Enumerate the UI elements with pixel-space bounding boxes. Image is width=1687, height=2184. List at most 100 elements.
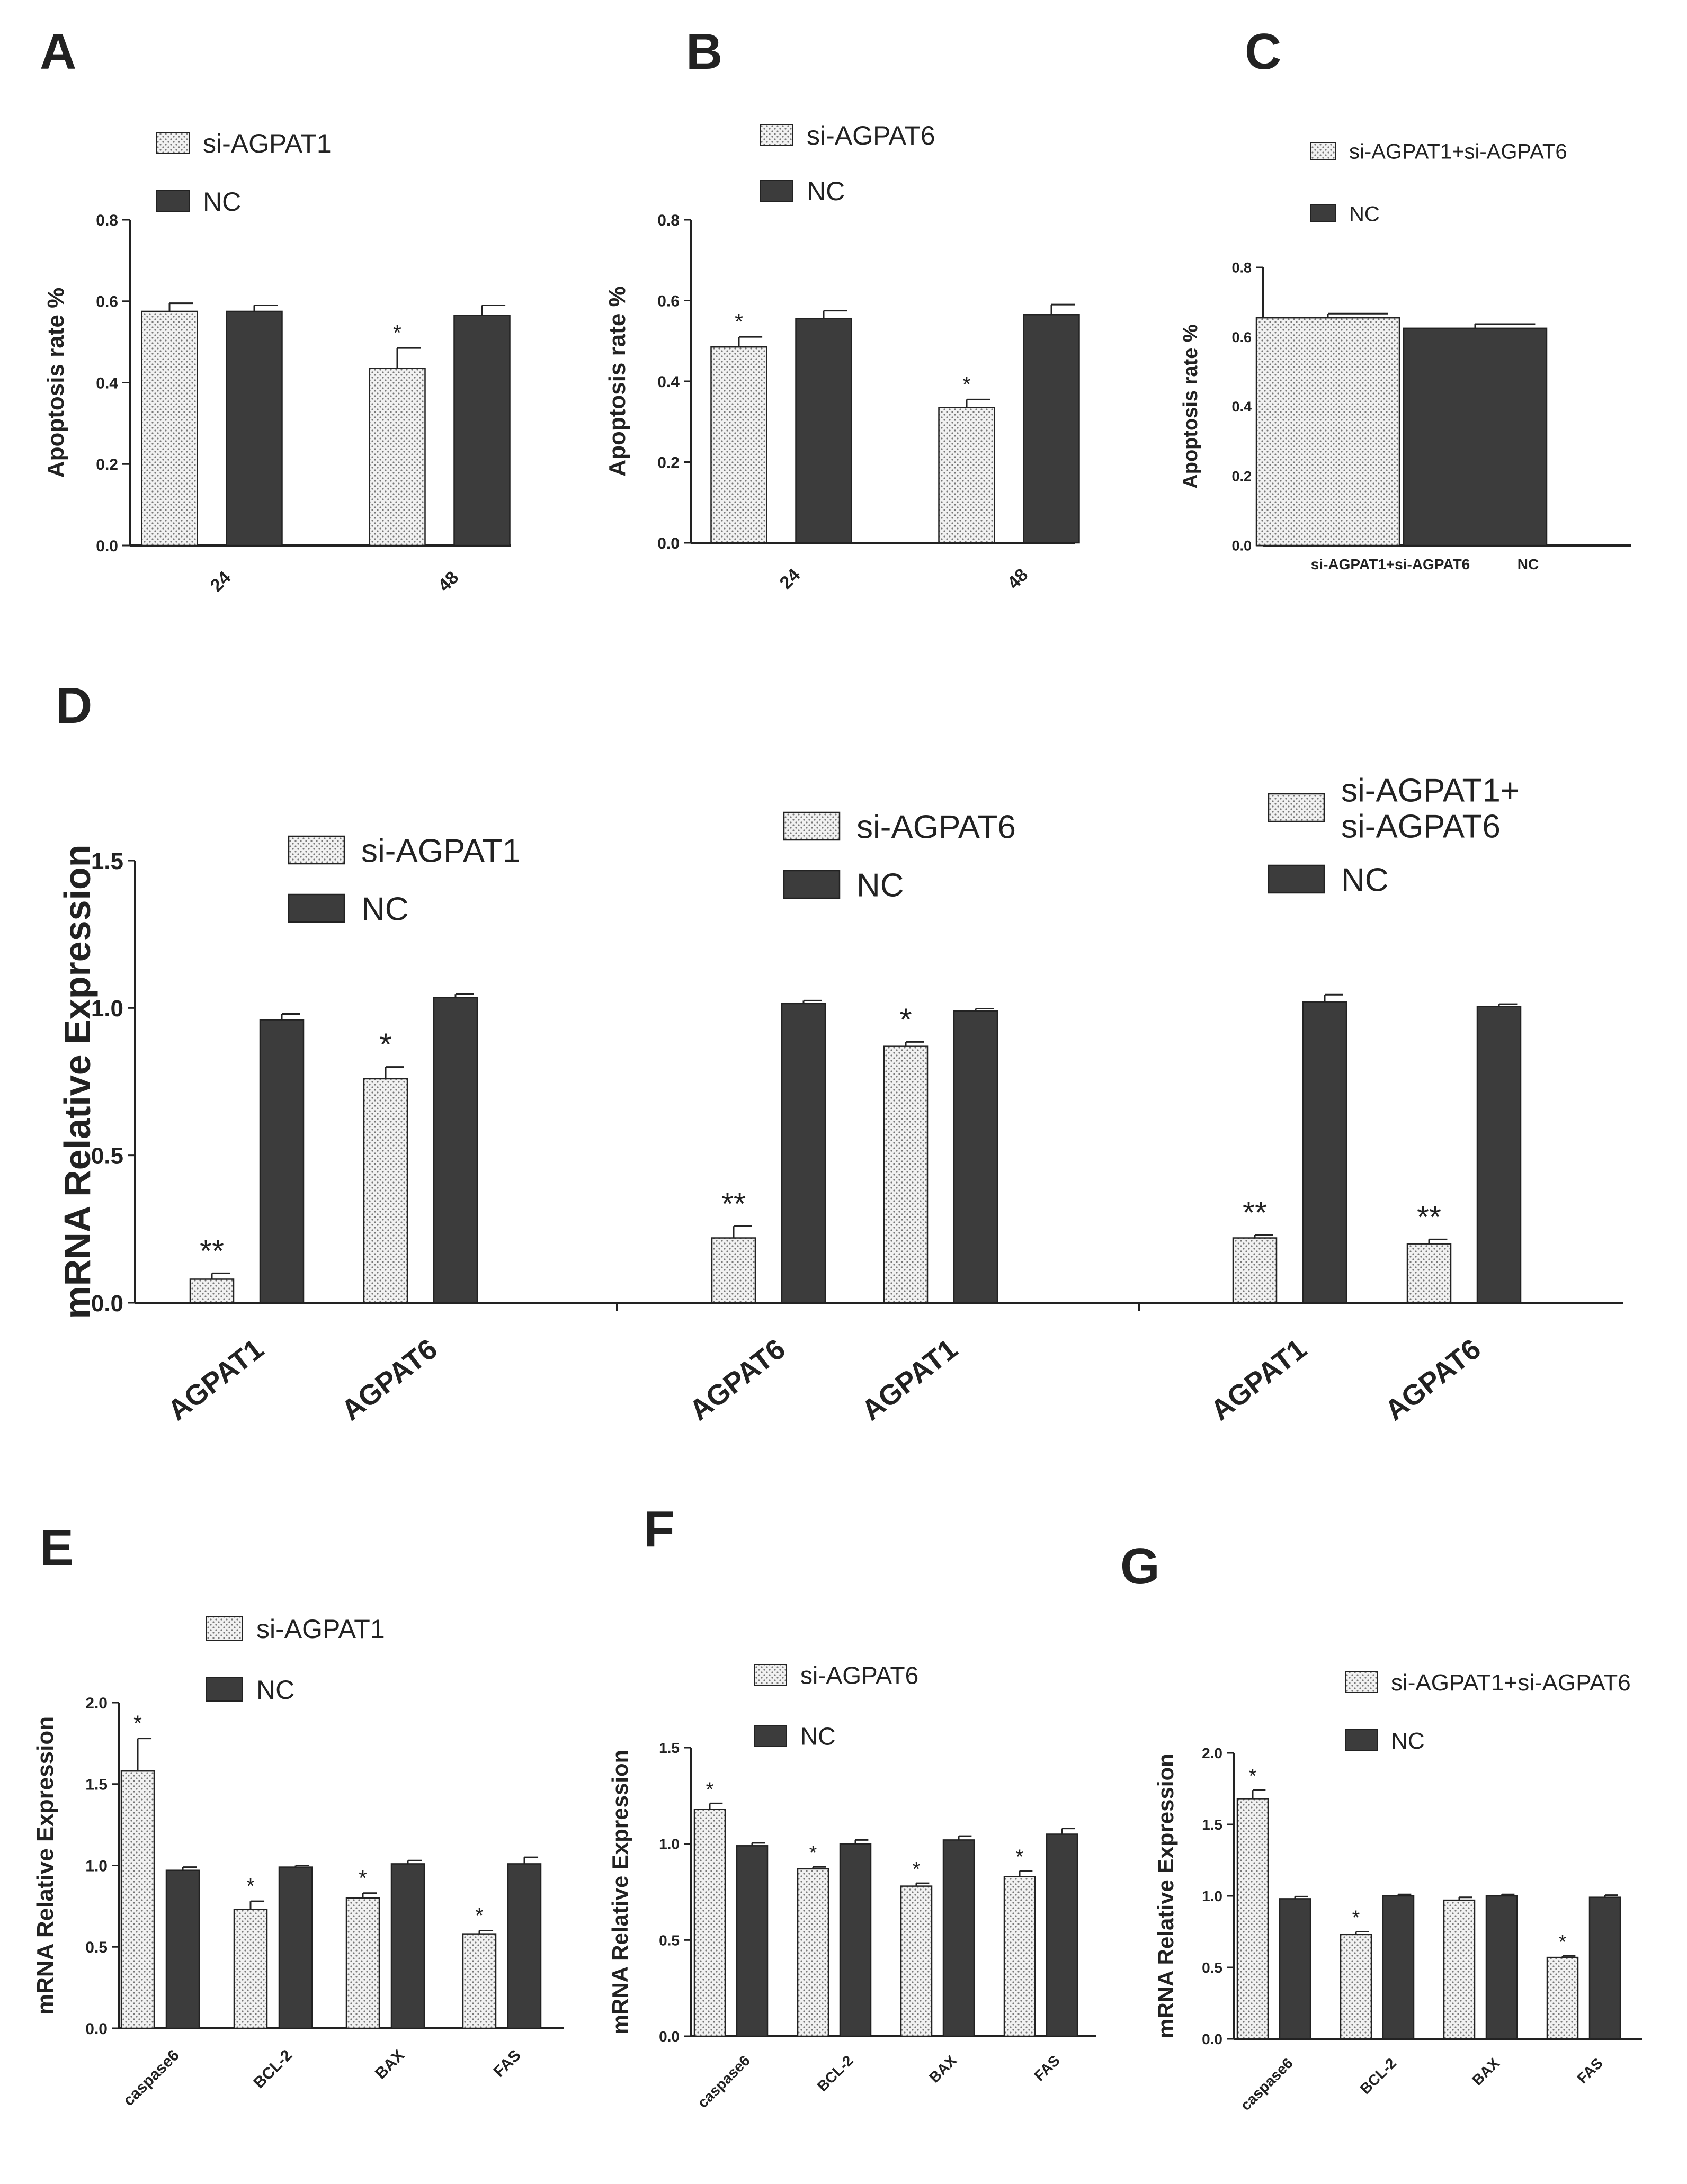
panel-a-bar-nc-1 <box>453 315 511 547</box>
panel-f-legend-swatch-1 <box>754 1725 787 1747</box>
panel-f-xtick-label-3: FAS <box>1031 2052 1063 2084</box>
panel-e-xtick-label-0: caspase6 <box>120 2046 183 2109</box>
panel-e-bar-nc-3 <box>507 1863 542 2029</box>
panel-d-xtick-label-2: AGPAT6 <box>684 1333 791 1427</box>
panel-d-ytick-label-1: 0.5 <box>91 1143 123 1169</box>
panel-c-ytick-label-1: 0.2 <box>1231 468 1252 484</box>
panel-a-ytick-label-0: 0.0 <box>96 538 118 555</box>
panel-a-ytick-label-1: 0.2 <box>96 456 118 473</box>
panel-f-ytick-label-1: 0.5 <box>659 1932 680 1948</box>
panel-d-legend-2-nc-swatch <box>1268 864 1325 894</box>
panel-label-f: F <box>644 1501 675 1558</box>
panel-e-bar-si-3 <box>462 1933 497 2029</box>
panel-d-ytick-label-3: 1.5 <box>91 848 123 874</box>
panel-f-ytick-label-0: 0.0 <box>659 2028 680 2045</box>
panel-g-ylabel: mRNA Relative Expression <box>1153 1753 1178 2038</box>
panel-d-legend-0-si-label-0: si-AGPAT1 <box>361 833 521 869</box>
panel-d-xtick-label-4: AGPAT1 <box>1205 1333 1313 1427</box>
panel-e-bar-si-2 <box>345 1897 380 2029</box>
chart-layer: 0.0 0.2 0.4 0.6 0.8 Apoptosis rate % 24 * 48 si-A… <box>32 121 1642 2114</box>
panel-e-legend-swatch-1 <box>206 1677 243 1702</box>
panel-f-bar-si-1 <box>797 1868 829 2037</box>
panel-g-xtick-label-1: BCL-2 <box>1357 2055 1399 2097</box>
panel-a-bar-si-1 <box>369 368 426 547</box>
panel-c-xtick-label-1: NC <box>1518 556 1539 572</box>
panel-f-sig-0-3: * <box>1016 1846 1024 1868</box>
panel-b-bar-si-1 <box>938 407 995 544</box>
panel-a-sig-0-1: * <box>393 320 401 345</box>
panel-g-bar-nc-3 <box>1588 1896 1621 2040</box>
panel-a-ytick-label-4: 0.8 <box>96 212 118 229</box>
panel-c-ytick-label-0: 0.0 <box>1231 538 1252 554</box>
panel-e-xtick-label-2: BAX <box>372 2046 408 2082</box>
panel-e-xtick-label-3: FAS <box>490 2046 525 2081</box>
panel-e-legend-label-0: si-AGPAT1 <box>256 1614 385 1644</box>
panel-d-legend-2-si-label-1: si-AGPAT6 <box>1341 808 1501 845</box>
panel-g-ytick-label-4: 2.0 <box>1202 1745 1222 1761</box>
panel-d-xtick-label-3: AGPAT1 <box>856 1333 963 1427</box>
panel-g-xtick-label-2: BAX <box>1469 2055 1503 2089</box>
panel-f-bar-si-0 <box>693 1809 726 2037</box>
panel-b-sig-0-0: * <box>735 309 743 334</box>
panel-b-legend-swatch-1 <box>760 180 793 202</box>
panel-g-legend-label-1: NC <box>1391 1728 1425 1754</box>
panel-g-xtick-label-3: FAS <box>1574 2055 1605 2087</box>
panel-g-legend-swatch-1 <box>1345 1729 1378 1751</box>
panel-e-bar-si-0 <box>120 1770 155 2029</box>
panel-g-bar-si-0 <box>1236 1798 1269 2040</box>
panel-label-g: G <box>1120 1538 1160 1595</box>
panel-label-a: A <box>40 23 76 80</box>
panel-d-xtick-label-0: AGPAT1 <box>162 1333 270 1427</box>
panel-d-bar-nc-3 <box>953 1010 998 1304</box>
panel-d-bar-nc-2 <box>781 1003 826 1304</box>
panel-d-bar-si-3 <box>883 1045 929 1304</box>
panel-e-sig-0-2: * <box>359 1866 367 1890</box>
panel-g-legend-label-0: si-AGPAT1+si-AGPAT6 <box>1391 1670 1631 1696</box>
panel-d-sig-0-4: ** <box>1243 1195 1267 1230</box>
panel-c-ytick-label-4: 0.8 <box>1231 260 1252 276</box>
panel-d-legend-2-si-label-0: si-AGPAT1+ <box>1341 772 1520 809</box>
panel-a-xtick-label-0: 24 <box>207 567 235 596</box>
panel-a-xtick-label-1: 48 <box>434 567 463 596</box>
panel-e-bar-nc-2 <box>390 1863 425 2029</box>
panel-g-ytick-label-0: 0.0 <box>1202 2031 1222 2047</box>
panel-b-bar-nc-0 <box>795 318 852 544</box>
panel-c-legend-label-1: NC <box>1349 202 1380 226</box>
panel-c-bar-si-0 <box>1255 317 1400 547</box>
panel-g-bar-si-3 <box>1546 1956 1579 2040</box>
panel-a-ytick-label-2: 0.4 <box>96 374 118 392</box>
panel-f-legend-label-0: si-AGPAT6 <box>800 1662 918 1689</box>
panel-f-sig-0-0: * <box>706 1778 714 1801</box>
panel-a-legend-label-1: NC <box>203 187 241 217</box>
panel-c-ylabel: Apoptosis rate % <box>1180 324 1202 488</box>
panel-e-sig-0-0: * <box>133 1711 142 1735</box>
panel-a-bar-si-0 <box>141 310 198 547</box>
panel-b-ytick-label-1: 0.2 <box>657 454 680 471</box>
panel-f-legend-label-1: NC <box>800 1723 835 1750</box>
panel-g-xtick-label-0: caspase6 <box>1237 2055 1296 2114</box>
panel-c-xtick-label-0: si-AGPAT1+si-AGPAT6 <box>1311 556 1470 572</box>
panel-d-sig-0-0: ** <box>200 1233 224 1268</box>
panel-c-legend-swatch-1 <box>1310 204 1336 222</box>
panel-d-legend-2-si-swatch <box>1268 793 1325 822</box>
panel-g-bar-nc-1 <box>1382 1895 1415 2040</box>
panel-b-legend-label-1: NC <box>807 176 845 206</box>
panel-f-xtick-label-1: BCL-2 <box>814 2052 856 2095</box>
panel-d-xtick-label-5: AGPAT6 <box>1379 1333 1487 1427</box>
panel-c-legend-swatch-0 <box>1310 142 1336 160</box>
panel-d-legend-1-nc-swatch <box>783 870 841 899</box>
panel-f-sig-0-1: * <box>809 1842 817 1864</box>
panel-d-bar-si-5 <box>1406 1243 1452 1304</box>
panel-d-bar-nc-0 <box>259 1019 305 1304</box>
panel-f-ylabel: mRNA Relative Expression <box>608 1750 632 2035</box>
panel-label-d: D <box>56 677 92 734</box>
panel-g-bar-si-2 <box>1443 1899 1476 2040</box>
panel-a-bar-nc-0 <box>226 310 283 547</box>
panel-b-legend-label-0: si-AGPAT6 <box>807 121 935 150</box>
panel-e-ytick-label-3: 1.5 <box>85 1776 108 1794</box>
panel-e-bar-si-1 <box>233 1909 268 2029</box>
panel-d-bar-nc-1 <box>433 997 478 1304</box>
panel-d-legend-2-nc-label: NC <box>1341 862 1389 898</box>
panel-label-b: B <box>686 23 722 80</box>
